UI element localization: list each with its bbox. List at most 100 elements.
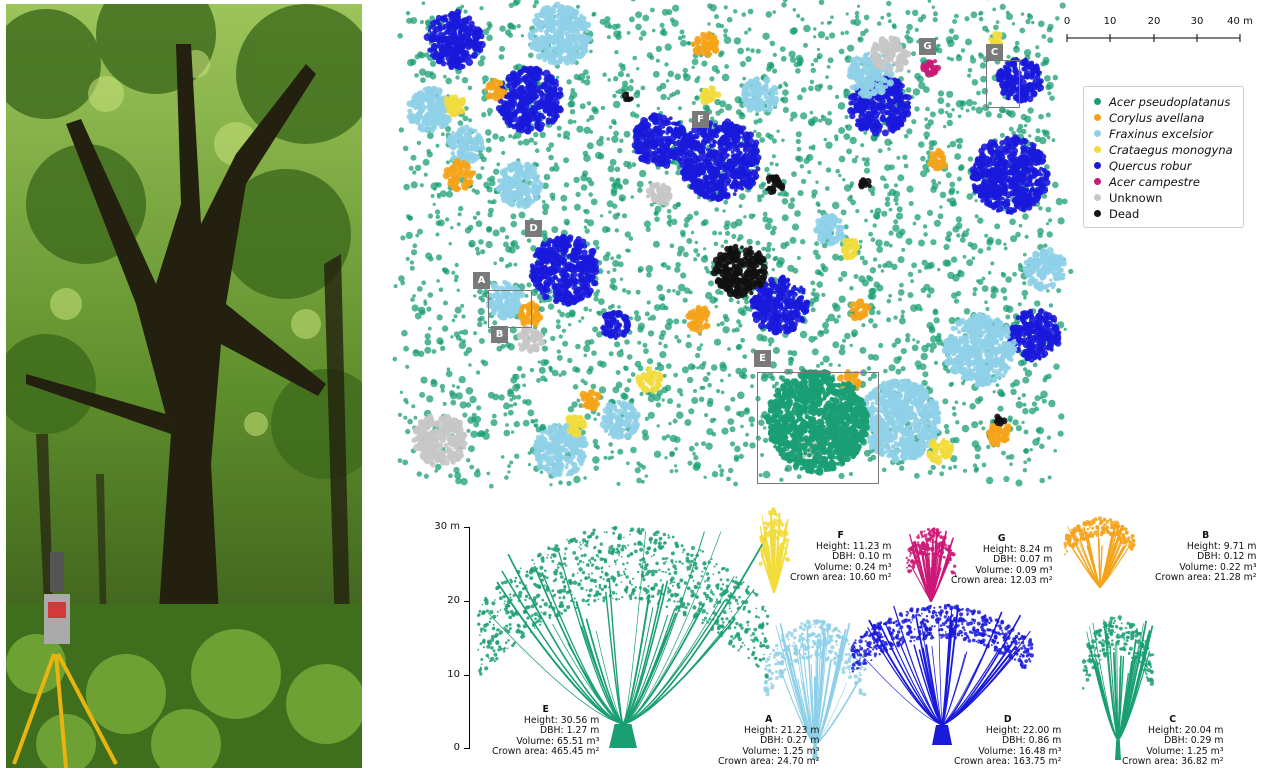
- legend-label: Acer campestre: [1109, 175, 1200, 189]
- legend-swatch: [1094, 130, 1101, 137]
- scale-tick-10: 10: [1103, 16, 1117, 27]
- height-label-30: 30 m: [434, 521, 460, 532]
- tree-g-volume: Volume: 0.09 m³: [975, 564, 1053, 576]
- tree-f-id: F: [837, 530, 844, 541]
- height-axis: [469, 527, 470, 749]
- legend-label: Acer pseudoplatanus: [1109, 95, 1231, 109]
- tree-b-info: B Height: 9.71 m DBH: 0.12 m Volume: 0.2…: [1155, 530, 1257, 584]
- tree-f-info: F Height: 11.23 m DBH: 0.10 m Volume: 0.…: [790, 530, 892, 584]
- tree-e-id: E: [542, 704, 549, 715]
- legend-swatch: [1094, 98, 1101, 105]
- tree-b-crown: Crown area: 21.28 m²: [1155, 572, 1257, 583]
- legend-item-7: Dead: [1094, 207, 1139, 223]
- tree-g-crown: Crown area: 12.03 m²: [951, 575, 1053, 586]
- map-label-e: E: [754, 350, 771, 367]
- tree-f-profile: [758, 507, 791, 593]
- tree-a-crown: Crown area: 24.70 m²: [718, 756, 820, 767]
- forest-photo: [6, 4, 362, 768]
- legend-label: Quercus robur: [1109, 159, 1192, 173]
- scale-tick-0: 0: [1063, 16, 1071, 27]
- highlight-box-c: [986, 60, 1020, 108]
- tree-d-crown: Crown area: 163.75 m²: [954, 756, 1062, 767]
- legend-item-3: Crataegus monogyna: [1094, 143, 1233, 159]
- map-label-g: G: [919, 38, 936, 55]
- tree-e-info: E Height: 30.56 m DBH: 1.27 m Volume: 65…: [492, 704, 600, 758]
- tree-c-dbh: DBH: 0.29 m: [1164, 735, 1224, 746]
- legend-label: Dead: [1109, 207, 1140, 221]
- legend-label: Fraxinus excelsior: [1109, 127, 1214, 141]
- tree-f-volume: Volume: 0.24 m³: [814, 561, 892, 573]
- tree-g-dbh: DBH: 0.07 m: [993, 554, 1053, 565]
- tree-b-volume: Volume: 0.22 m³: [1179, 561, 1257, 573]
- tree-c-volume: Volume: 1.25 m³: [1146, 745, 1224, 757]
- tree-g-info: G Height: 8.24 m DBH: 0.07 m Volume: 0.0…: [951, 533, 1053, 587]
- scale-tick-20: 20: [1147, 16, 1161, 27]
- highlight-box-e: [757, 372, 879, 484]
- height-tick-30: [464, 527, 469, 528]
- tree-c-id: C: [1169, 714, 1177, 725]
- legend-swatch: [1094, 210, 1101, 217]
- map-label-c: C: [986, 44, 1003, 61]
- tree-g-profile: [905, 527, 957, 602]
- highlight-box-a: [488, 290, 532, 328]
- tree-a-info: A Height: 21.23 m DBH: 0.27 m Volume: 1.…: [718, 714, 820, 768]
- tree-c-info: C Height: 20.04 m DBH: 0.29 m Volume: 1.…: [1122, 714, 1224, 768]
- tree-b-height: Height: 9.71 m: [1186, 540, 1257, 552]
- tree-f-dbh: DBH: 0.10 m: [832, 551, 892, 562]
- tree-a-height: Height: 21.23 m: [743, 724, 820, 736]
- tree-a-volume: Volume: 1.25 m³: [742, 745, 820, 757]
- height-label-20: 20: [447, 595, 460, 606]
- legend-label: Unknown: [1109, 191, 1163, 205]
- tree-d-height: Height: 22.00 m: [985, 724, 1062, 736]
- tree-b-profile: [1063, 516, 1136, 589]
- legend-label: Crataegus monogyna: [1109, 143, 1233, 157]
- map-label-d: D: [525, 220, 542, 237]
- tree-e-volume: Volume: 65.51 m³: [516, 735, 600, 747]
- legend-item-5: Acer campestre: [1094, 175, 1200, 191]
- tree-e-height: Height: 30.56 m: [523, 714, 600, 726]
- map-label-f: F: [692, 111, 709, 128]
- height-label-10: 10: [447, 669, 460, 680]
- tree-e-crown: Crown area: 465.45 m²: [492, 746, 600, 757]
- scale-tick-30: 30: [1190, 16, 1204, 27]
- canopy-points: [392, 0, 1074, 489]
- tree-b-dbh: DBH: 0.12 m: [1197, 551, 1257, 562]
- tree-c-crown: Crown area: 36.82 m²: [1122, 756, 1224, 767]
- tree-d-info: D Height: 22.00 m DBH: 0.86 m Volume: 16…: [954, 714, 1062, 768]
- legend-item-2: Fraxinus excelsior: [1094, 127, 1213, 143]
- legend-swatch: [1094, 178, 1101, 185]
- legend-item-6: Unknown: [1094, 191, 1162, 207]
- scale-bar: 0 10 20 30 40 m: [1060, 16, 1253, 46]
- tree-a-dbh: DBH: 0.27 m: [760, 735, 820, 746]
- legend-item-0: Acer pseudoplatanus: [1094, 95, 1230, 111]
- tree-d-volume: Volume: 16.48 m³: [978, 745, 1062, 757]
- species-legend: Acer pseudoplatanus Corylus avellana Fraxi…: [1083, 86, 1244, 228]
- legend-swatch: [1094, 146, 1101, 153]
- tree-f-crown: Crown area: 10.60 m²: [790, 572, 892, 583]
- tree-a-id: A: [765, 714, 773, 725]
- legend-swatch: [1094, 194, 1101, 201]
- height-tick-20: [464, 601, 469, 602]
- scale-tick-40: 40 m: [1227, 16, 1253, 27]
- tree-d-id: D: [1003, 714, 1012, 725]
- tree-b-id: B: [1202, 530, 1210, 541]
- legend-label: Corylus avellana: [1109, 111, 1205, 125]
- legend-swatch: [1094, 162, 1101, 169]
- tree-g-id: G: [997, 533, 1006, 544]
- height-tick-0: [464, 748, 469, 749]
- map-label-b: B: [491, 326, 508, 343]
- height-label-0: 0: [453, 742, 460, 753]
- height-tick-10: [464, 675, 469, 676]
- tree-e-dbh: DBH: 1.27 m: [540, 725, 600, 736]
- tree-a-profile: [763, 619, 867, 760]
- legend-item-1: Corylus avellana: [1094, 111, 1204, 127]
- tree-d-profile: [850, 603, 1035, 745]
- tree-f-height: Height: 11.23 m: [815, 540, 892, 552]
- tree-g-height: Height: 8.24 m: [982, 543, 1053, 555]
- map-label-a: A: [473, 272, 490, 289]
- tree-e-profile: [477, 525, 770, 748]
- tree-c-height: Height: 20.04 m: [1147, 724, 1224, 736]
- tree-d-dbh: DBH: 0.86 m: [1002, 735, 1062, 746]
